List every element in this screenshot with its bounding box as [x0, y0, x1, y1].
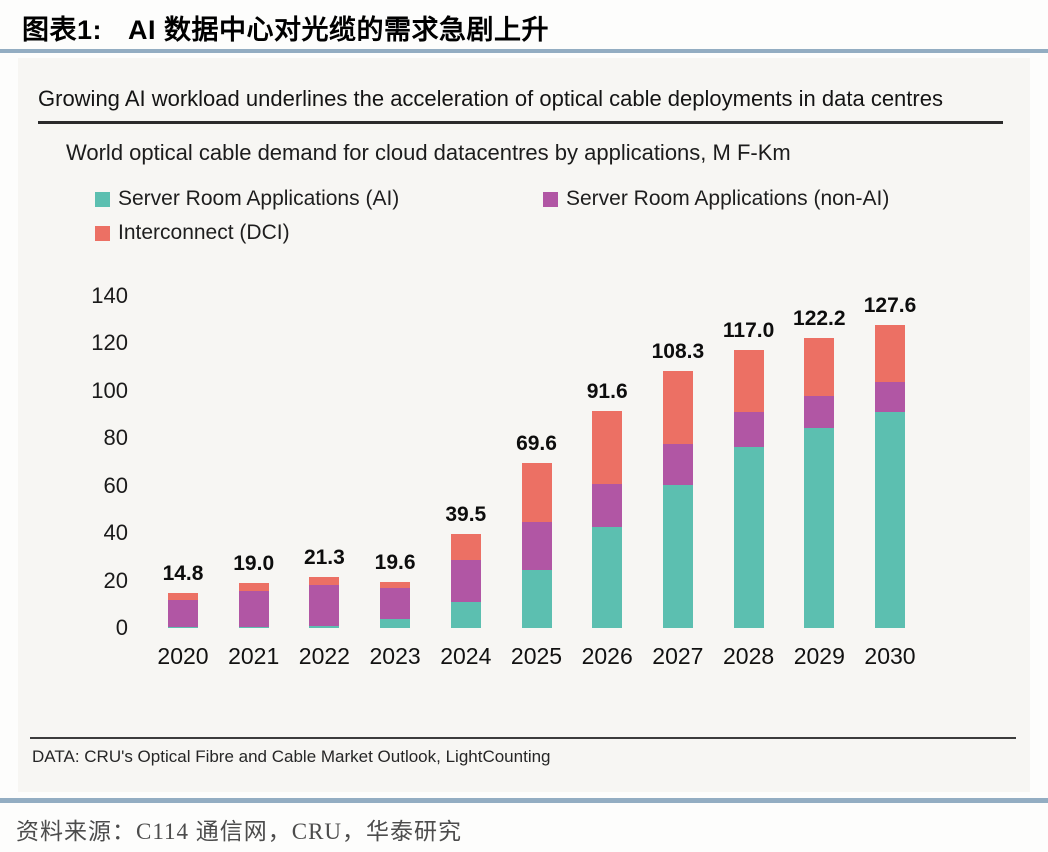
- y-axis-tick: 0: [115, 615, 128, 640]
- bar-total-label: 69.6: [516, 431, 557, 455]
- bar-segment: [450, 560, 481, 602]
- x-axis-label: 2024: [440, 643, 492, 669]
- footer-source: 资料来源：C114 通信网，CRU，华泰研究: [16, 819, 463, 844]
- x-axis-label: 2023: [369, 643, 421, 669]
- x-axis-label: 2030: [864, 643, 916, 669]
- bar-segment: [662, 443, 693, 485]
- bar-segment: [521, 462, 552, 522]
- y-axis-tick: 140: [91, 282, 128, 308]
- bar-segment: [380, 618, 411, 628]
- x-axis-label: 2028: [723, 643, 775, 669]
- x-axis-label: 2021: [228, 643, 280, 669]
- bar-segment: [168, 627, 198, 628]
- bar-segment: [733, 350, 764, 412]
- bar-total-label: 39.5: [445, 503, 487, 527]
- bar-total-label: 127.6: [863, 294, 917, 318]
- bar-segment: [168, 599, 198, 628]
- bar-total-label: 108.3: [651, 340, 705, 364]
- bar-total-label: 19.6: [374, 550, 416, 574]
- chart-subtitle: World optical cable demand for cloud dat…: [66, 140, 791, 165]
- data-note-rule: [30, 737, 1016, 739]
- x-axis-label: 2022: [298, 643, 350, 669]
- chart-panel: [18, 58, 1030, 792]
- bar-segment: [450, 534, 481, 561]
- bar-segment: [804, 338, 835, 396]
- bar-segment: [309, 577, 340, 585]
- y-axis-tick: 120: [91, 330, 128, 356]
- y-axis-tick: 40: [103, 520, 128, 546]
- bar-segment: [450, 601, 481, 628]
- bar-segment: [875, 382, 905, 412]
- bar-segment: [662, 371, 693, 444]
- legend-item: Server Room Applications (AI): [95, 187, 399, 211]
- legend-item: Server Room Applications (non-AI): [543, 187, 889, 211]
- chart-headline: Growing AI workload underlines the accel…: [38, 86, 1003, 124]
- x-axis-label: 2027: [652, 643, 704, 669]
- legend-label: Server Room Applications (non-AI): [566, 187, 890, 210]
- bar-segment: [309, 625, 340, 628]
- legend-label: Server Room Applications (AI): [118, 187, 400, 210]
- x-axis-label: 2029: [793, 643, 845, 669]
- y-axis-tick: 20: [103, 567, 128, 593]
- y-axis-tick: 80: [103, 425, 128, 451]
- legend-swatch-icon: [95, 225, 110, 241]
- bar-total-label: 117.0: [722, 319, 775, 343]
- bar-segment: [733, 411, 764, 447]
- legend-swatch-icon: [95, 191, 110, 207]
- bar-segment: [662, 484, 693, 628]
- legend-label: Interconnect (DCI): [118, 221, 290, 244]
- bar-segment: [521, 521, 552, 570]
- bar-segment: [238, 591, 269, 627]
- bar-total-label: 14.8: [162, 561, 204, 585]
- legend-swatch-icon: [543, 191, 558, 207]
- x-axis-label: 2020: [157, 643, 209, 669]
- page-title: 图表1: AI 数据中心对光缆的需求急剧上升: [22, 8, 549, 47]
- legend-item: Interconnect (DCI): [95, 221, 290, 245]
- bar-segment: [238, 626, 269, 628]
- figure-title: AI 数据中心对光缆的需求急剧上升: [128, 15, 550, 45]
- bar-segment: [875, 411, 905, 628]
- bar-total-label: 21.3: [303, 546, 345, 570]
- bar-segment: [521, 569, 552, 628]
- bar-segment: [875, 325, 905, 383]
- y-axis-tick: 100: [91, 377, 128, 403]
- x-axis-label: 2026: [581, 643, 633, 669]
- figure-number: 图表1:: [22, 15, 103, 45]
- x-axis-label: 2025: [510, 643, 563, 669]
- bar-total-label: 19.0: [233, 551, 275, 575]
- bar-segment: [168, 592, 198, 600]
- bottom-divider: [0, 798, 1048, 803]
- bar-segment: [804, 428, 835, 628]
- bar-segment: [804, 395, 835, 429]
- bar-segment: [592, 527, 623, 628]
- bar-segment: [238, 582, 269, 592]
- bar-total-label: 91.6: [586, 379, 628, 403]
- bar-segment: [592, 483, 623, 528]
- bar-segment: [380, 588, 411, 619]
- top-divider: [0, 49, 1048, 53]
- data-note: DATA: CRU's Optical Fibre and Cable Mark…: [32, 747, 551, 766]
- bar-segment: [309, 584, 340, 626]
- bar-segment: [380, 581, 411, 589]
- bar-segment: [733, 446, 764, 628]
- y-axis-tick: 60: [103, 472, 128, 498]
- bar-total-label: 122.2: [793, 307, 846, 331]
- bar-segment: [592, 410, 623, 484]
